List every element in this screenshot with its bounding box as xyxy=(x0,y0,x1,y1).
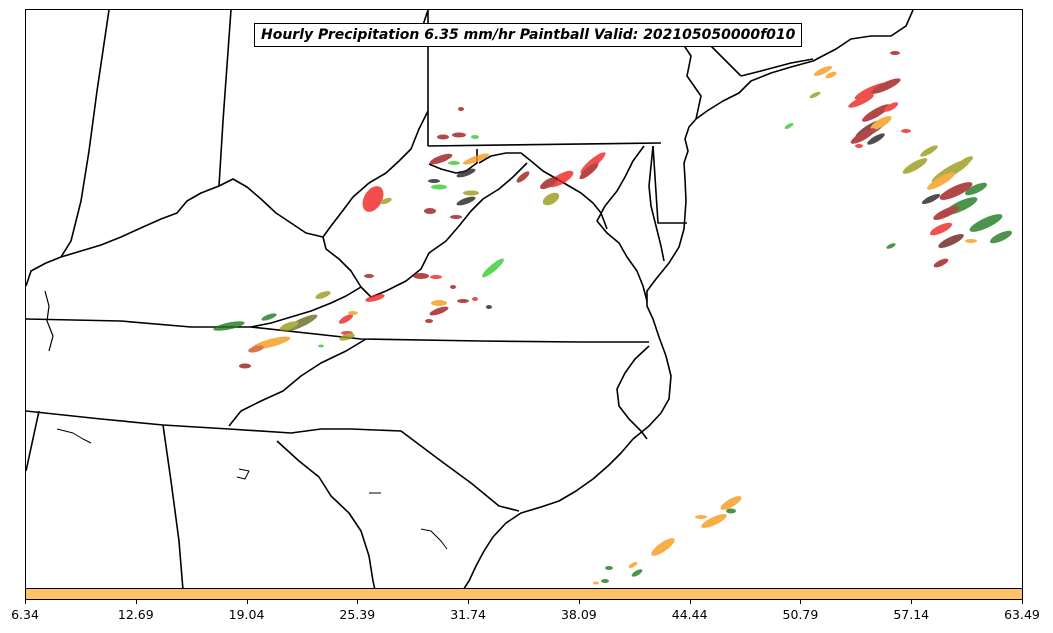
ky-tn-line xyxy=(26,318,251,328)
de-md-line xyxy=(652,145,687,224)
colorbar-tick xyxy=(135,599,137,604)
map-panel: Hourly Precipitation 6.35 mm/hr Paintbal… xyxy=(25,9,1023,589)
colorbar-tick xyxy=(911,599,913,604)
colorbar-tick xyxy=(468,599,470,604)
precip-blobs xyxy=(213,51,1013,585)
colorbar-tick-label: 57.14 xyxy=(893,607,930,622)
chesapeake-west xyxy=(596,145,648,302)
colorbar-tick-label: 25.39 xyxy=(339,607,376,622)
colorbar-tick-label: 38.09 xyxy=(560,607,597,622)
chesapeake-east xyxy=(648,145,665,262)
coastline xyxy=(463,10,914,588)
reservoir-1 xyxy=(56,428,92,444)
colorbar-tick-label: 44.44 xyxy=(671,607,708,622)
colorbar-tick-label: 6.34 xyxy=(11,607,39,622)
colorbar-tick xyxy=(246,599,248,604)
colorbar-tick-label: 12.69 xyxy=(117,607,154,622)
map-title: Hourly Precipitation 6.35 mm/hr Paintbal… xyxy=(254,23,803,47)
ms-al-line xyxy=(26,410,40,472)
wv-va-line xyxy=(322,162,528,298)
reservoir-4 xyxy=(420,528,448,550)
potomac xyxy=(478,152,608,230)
il-in-line xyxy=(60,10,110,258)
boundaries xyxy=(26,10,914,588)
mississippi-river xyxy=(44,290,54,352)
in-oh-line xyxy=(218,10,232,187)
pa-ny-line xyxy=(428,40,702,120)
colorbar-tick xyxy=(800,599,802,604)
nc-sc-line xyxy=(162,424,520,512)
va-nc-line xyxy=(250,326,649,343)
ohio-river xyxy=(26,110,429,287)
colorbar-tick xyxy=(689,599,691,604)
colorbar-tick xyxy=(578,599,580,604)
colorbar-tick-label: 19.04 xyxy=(228,607,265,622)
colorbar-tick-label: 31.74 xyxy=(450,607,487,622)
pa-md-line xyxy=(427,142,662,147)
colorbar-tick-label: 63.49 xyxy=(1004,607,1040,622)
colorbar-tick xyxy=(25,599,26,604)
map-canvas xyxy=(26,10,1013,588)
reservoir-2 xyxy=(236,468,250,480)
tn-south-line xyxy=(26,410,164,426)
colorbar xyxy=(25,588,1023,600)
ky-va-line xyxy=(250,286,362,328)
al-ga-line xyxy=(162,424,184,588)
pamlico-shore xyxy=(616,345,650,440)
colorbar-tick-label: 50.79 xyxy=(782,607,819,622)
nc-tn-line xyxy=(228,338,367,427)
colorbar-tick xyxy=(357,599,359,604)
colorbar-tick xyxy=(1022,599,1023,604)
long-island xyxy=(740,58,814,77)
savannah-river xyxy=(276,440,376,588)
